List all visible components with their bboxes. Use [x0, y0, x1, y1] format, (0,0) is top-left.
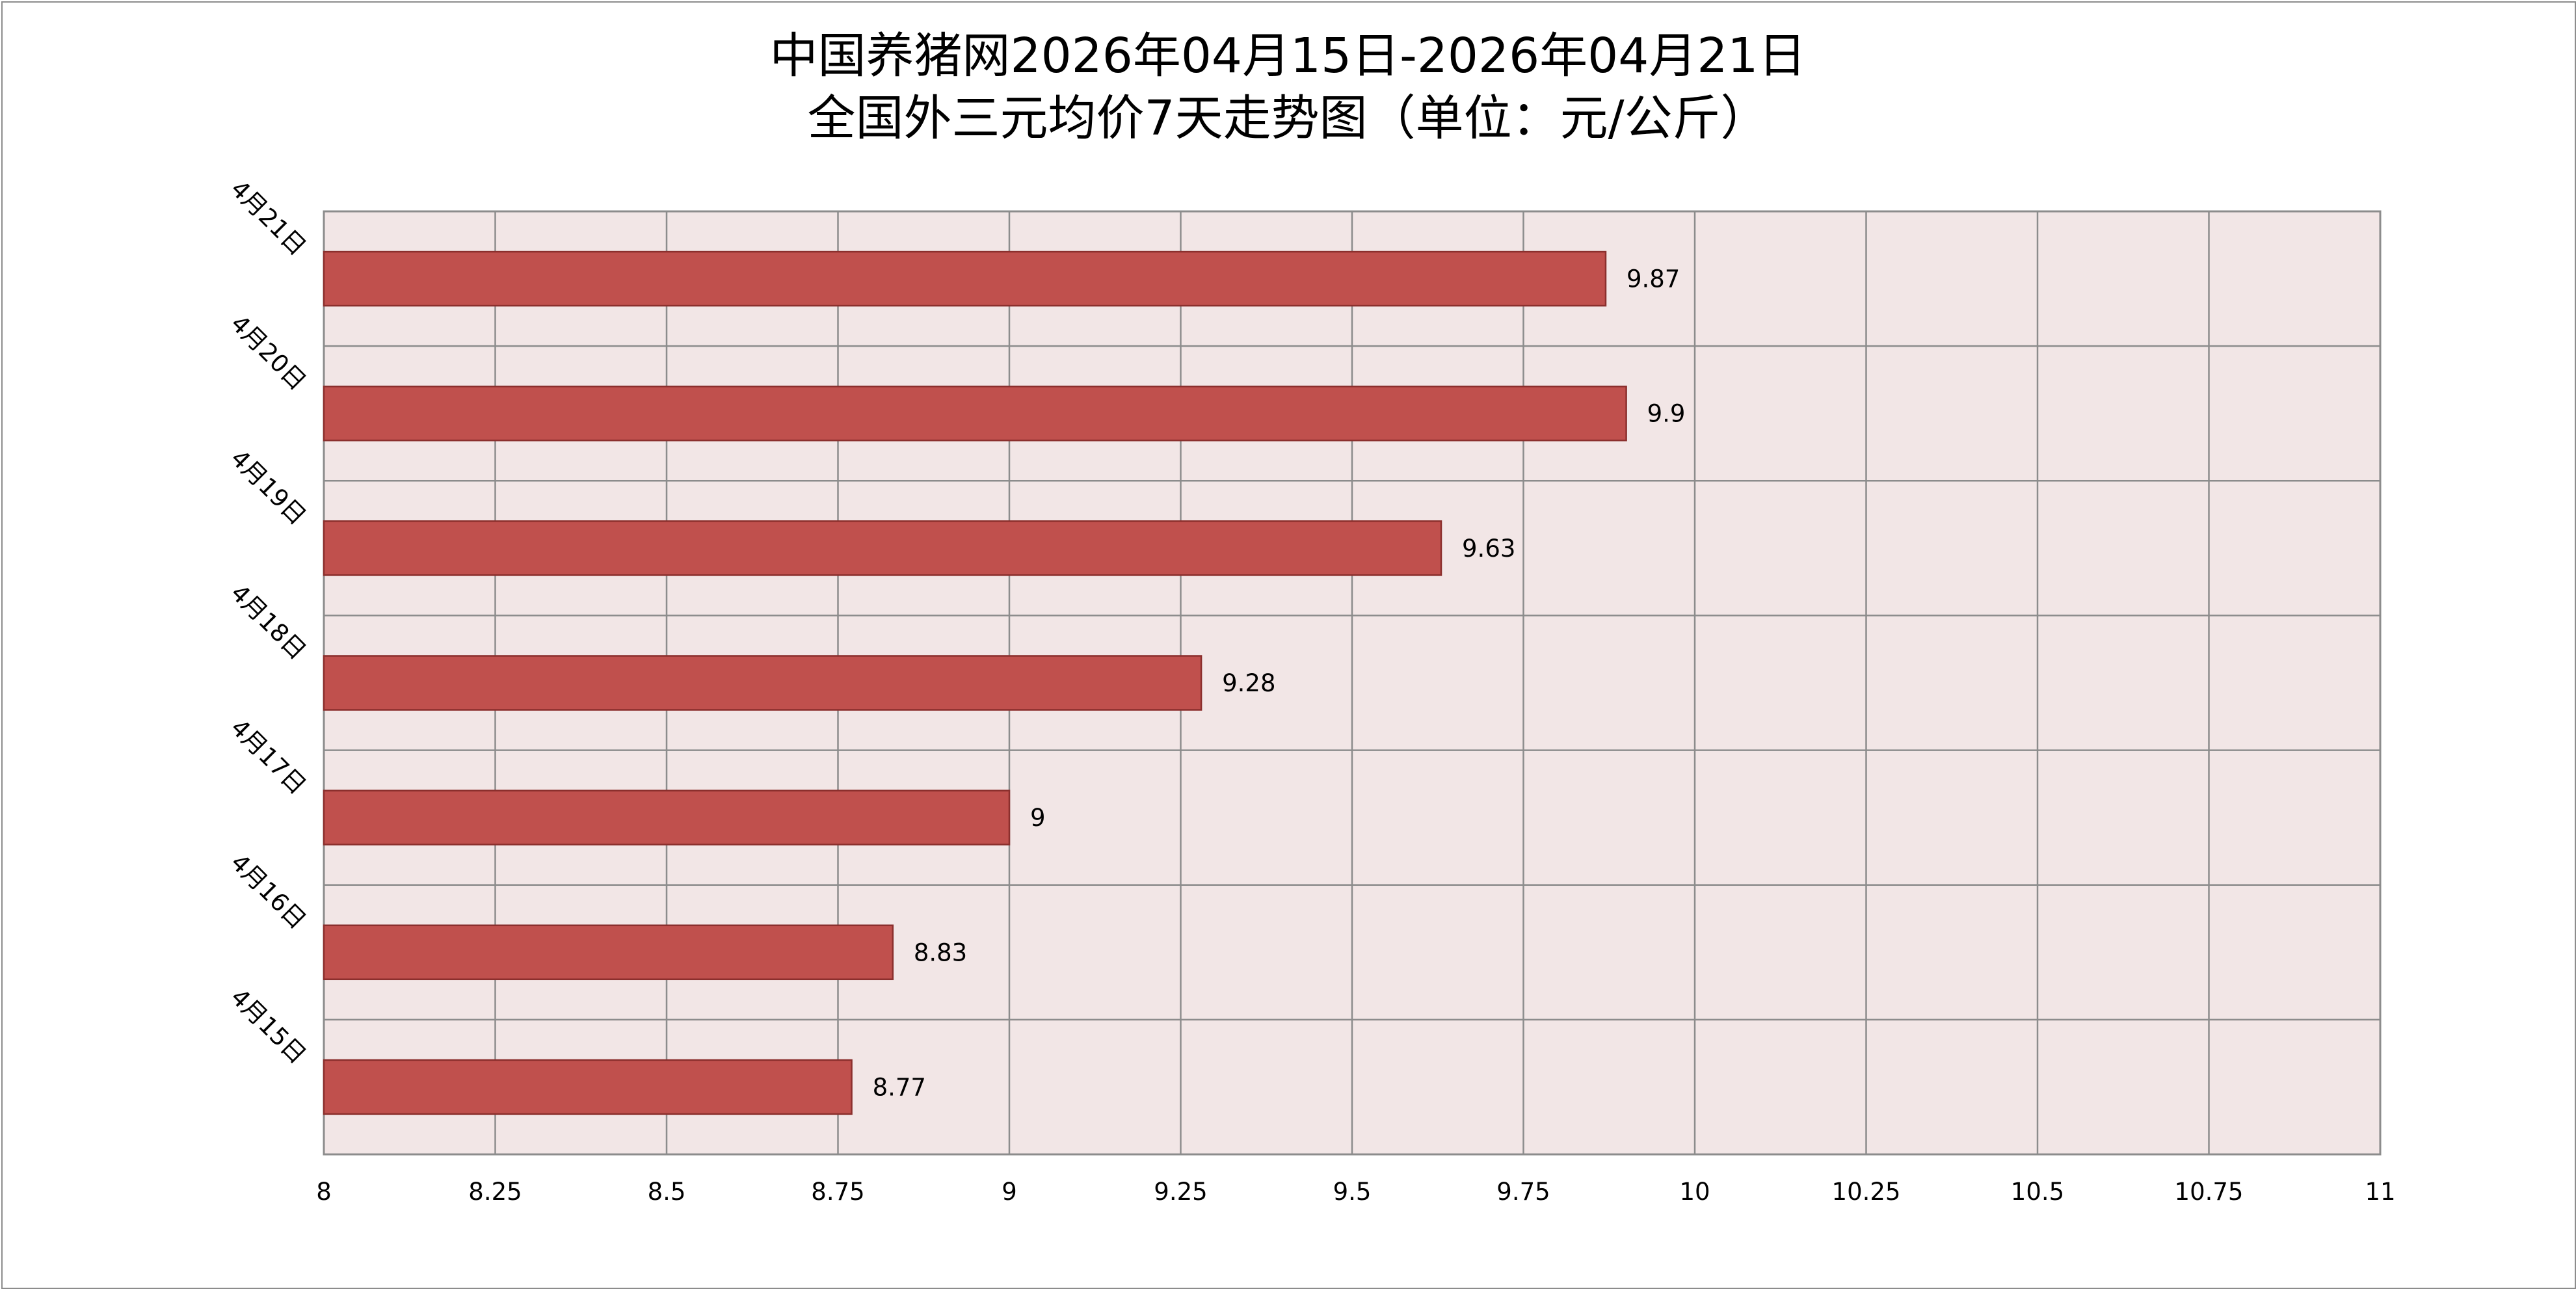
category-label: 4月19日	[225, 444, 312, 531]
x-tick-label: 9.75	[1496, 1178, 1550, 1206]
chart-title-line-1: 中国养猪网2026年04月15日-2026年04月21日	[769, 28, 1807, 84]
x-tick-label: 10.25	[1832, 1178, 1901, 1206]
data-label: 9	[1030, 804, 1046, 832]
category-label: 4月16日	[225, 848, 312, 935]
x-tick-label: 8.75	[811, 1178, 864, 1206]
x-axis-tick-labels: 8 8.25 8.5 8.75 9 9.25 9.5 9.75 10 10.25 10.5 10.75…	[316, 1178, 2395, 1206]
data-label: 9.9	[1647, 400, 1686, 428]
x-tick-label: 9.5	[1333, 1178, 1372, 1206]
data-label: 8.83	[914, 938, 967, 966]
x-tick-label: 8	[316, 1178, 332, 1206]
x-tick-label: 9.25	[1154, 1178, 1207, 1206]
data-label: 9.63	[1462, 535, 1515, 563]
bar	[323, 1059, 853, 1115]
data-label: 8.77	[873, 1073, 926, 1101]
x-tick-label: 11	[2365, 1178, 2395, 1206]
bar	[323, 924, 894, 981]
x-tick-label: 10	[1679, 1178, 1710, 1206]
bar	[323, 790, 1011, 845]
chart-title-line-2: 全国外三元均价7天走势图（单位：元/公斤）	[807, 90, 1769, 146]
x-tick-label: 8.25	[468, 1178, 522, 1206]
x-tick-label: 9	[1002, 1178, 1017, 1206]
category-label: 4月20日	[225, 310, 312, 396]
category-label: 4月15日	[225, 983, 312, 1070]
grid-lines	[323, 210, 2382, 1156]
category-label: 4月18日	[225, 579, 312, 665]
bar	[323, 655, 1202, 711]
bar	[323, 520, 1442, 576]
y-axis-category-labels: 4月21日 4月20日 4月19日 4月18日 4月17日 4月16日 4月15日	[225, 175, 312, 1070]
x-tick-label: 10.75	[2175, 1178, 2244, 1206]
data-label: 9.28	[1222, 669, 1275, 697]
bar	[323, 385, 1627, 442]
category-label: 4月21日	[225, 175, 312, 261]
bar	[323, 250, 1607, 307]
bars	[323, 250, 1627, 1115]
data-labels: 9.87 9.9 9.63 9.28 9 8.83 8.77	[873, 265, 1686, 1102]
x-tick-label: 8.5	[648, 1178, 686, 1206]
chart-title: 中国养猪网2026年04月15日-2026年04月21日 全国外三元均价7天走势…	[0, 25, 2576, 150]
category-label: 4月17日	[225, 713, 312, 800]
data-label: 9.87	[1627, 265, 1680, 293]
x-tick-label: 10.5	[2011, 1178, 2064, 1206]
